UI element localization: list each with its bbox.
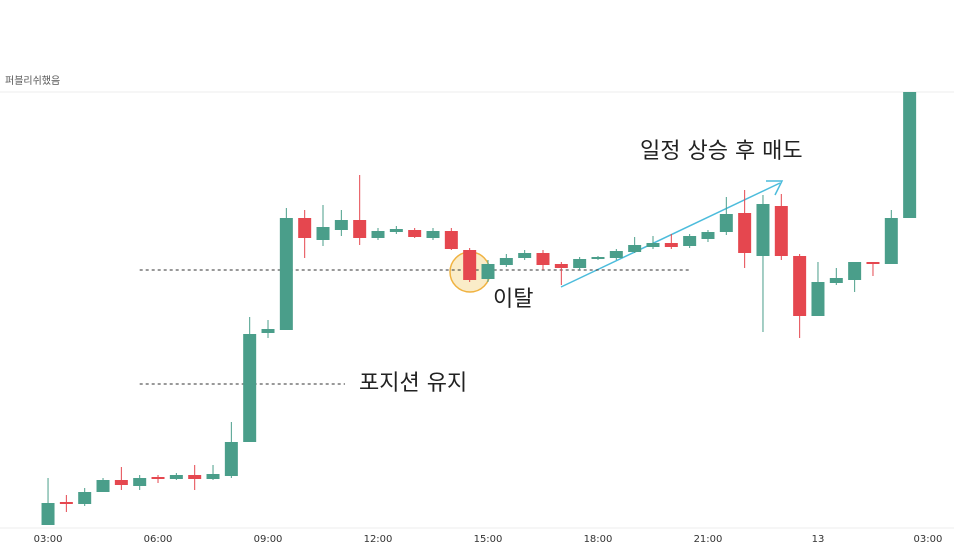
annotation: 이탈 <box>493 287 533 312</box>
candle-body <box>701 232 715 239</box>
candle-body <box>884 218 898 264</box>
candle-body <box>169 475 183 479</box>
x-tick-label: 03:00 <box>34 534 63 545</box>
candle-body <box>903 92 917 218</box>
candle-body <box>41 503 55 525</box>
x-tick-label: 15:00 <box>474 534 503 545</box>
candle-body <box>664 243 678 247</box>
candle-body <box>463 250 477 280</box>
candle-body <box>444 231 458 249</box>
candle-body <box>719 214 733 232</box>
watermark: 퍼블리쉬했음 <box>5 74 60 87</box>
candle-body <box>518 253 532 258</box>
candle-body <box>334 220 348 230</box>
candle-body <box>316 227 330 240</box>
candle-body <box>829 278 843 283</box>
arrow-head <box>766 180 784 196</box>
candle-body <box>738 213 752 253</box>
candle-body <box>298 218 312 238</box>
candle-body <box>206 474 220 479</box>
candle-body <box>114 480 128 485</box>
candle-body <box>426 231 440 238</box>
candle-body <box>774 206 788 256</box>
x-tick-label: 21:00 <box>694 534 723 545</box>
plot: 03:00 06:00 09:00 12:00 15:00 18:00 21:00 13 03:… <box>34 92 943 545</box>
candle-body <box>554 264 568 268</box>
candle-body <box>96 480 110 492</box>
candle-body <box>536 253 550 265</box>
x-tick-label: 09:00 <box>254 534 283 545</box>
x-tick-label: 03:00 <box>914 534 943 545</box>
candle-body <box>848 262 862 280</box>
candle-body <box>811 282 825 316</box>
candle-body <box>481 264 495 279</box>
candle-body <box>59 502 73 504</box>
annotation: 포지션 유지 <box>359 371 467 396</box>
candle-body <box>591 257 605 259</box>
candle-body <box>188 475 202 479</box>
candle-body <box>756 204 770 256</box>
candle-body <box>573 259 587 268</box>
candle-body <box>499 258 513 265</box>
candle-body <box>78 492 92 504</box>
candle-body <box>866 262 880 264</box>
candle-body <box>683 236 697 246</box>
x-tick-label: 13 <box>812 534 825 545</box>
candle-body <box>408 230 422 237</box>
candle-body <box>609 251 623 258</box>
x-tick-label: 06:00 <box>144 534 173 545</box>
candle-body <box>646 243 660 247</box>
candle-body <box>261 329 275 333</box>
candle-body <box>279 218 293 330</box>
candle-body <box>793 256 807 316</box>
candle-body <box>243 334 257 442</box>
candle-body <box>151 477 165 479</box>
candle-body <box>389 229 403 232</box>
x-tick-label: 12:00 <box>364 534 393 545</box>
candle-body <box>371 231 385 238</box>
candle-body <box>133 478 147 486</box>
annotation: 일정 상승 후 매도 <box>640 139 803 164</box>
candle-body <box>628 245 642 252</box>
candle-body <box>353 220 367 238</box>
x-tick-label: 18:00 <box>584 534 613 545</box>
candle-body <box>224 442 238 476</box>
